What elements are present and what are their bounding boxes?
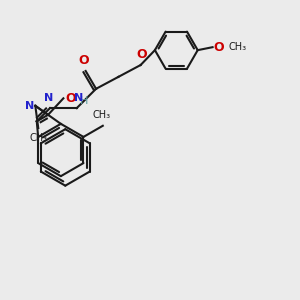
Text: N: N [25,101,34,111]
Text: H: H [80,96,88,106]
Text: N: N [74,93,83,103]
Text: O: O [79,54,89,68]
Text: N: N [44,93,53,103]
Text: CH₃: CH₃ [92,110,110,120]
Text: CH₃: CH₃ [29,134,47,143]
Text: CH₃: CH₃ [228,42,246,52]
Text: O: O [136,48,146,62]
Text: O: O [66,92,76,105]
Text: O: O [213,41,224,54]
